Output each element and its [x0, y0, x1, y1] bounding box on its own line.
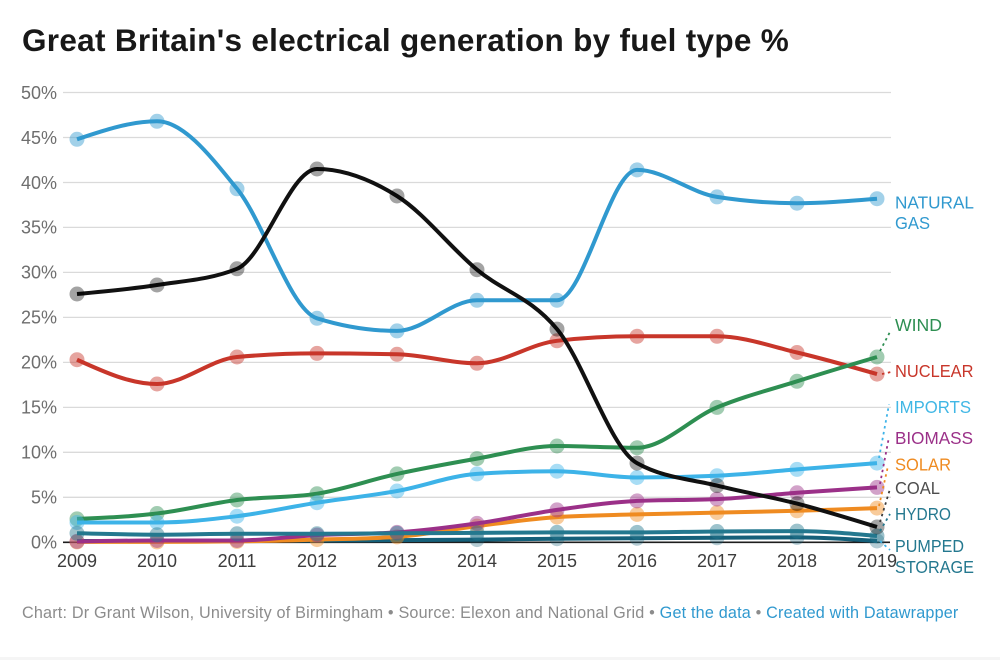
svg-text:2010: 2010	[137, 551, 177, 571]
svg-text:2015: 2015	[537, 551, 577, 571]
svg-text:2012: 2012	[297, 551, 337, 571]
svg-text:30%: 30%	[21, 263, 57, 283]
svg-text:SOLAR: SOLAR	[895, 455, 951, 475]
svg-text:NUCLEAR: NUCLEAR	[895, 361, 974, 381]
svg-text:2017: 2017	[697, 551, 737, 571]
svg-text:2013: 2013	[377, 551, 417, 571]
svg-text:COAL: COAL	[895, 478, 940, 498]
svg-text:40%: 40%	[21, 173, 57, 193]
svg-text:PUMPED: PUMPED	[895, 536, 964, 556]
svg-text:NATURAL: NATURAL	[895, 193, 974, 213]
svg-text:STORAGE: STORAGE	[895, 557, 974, 577]
svg-text:20%: 20%	[21, 353, 57, 373]
svg-text:50%: 50%	[21, 83, 57, 103]
svg-text:2011: 2011	[218, 551, 257, 571]
svg-text:HYDRO: HYDRO	[895, 504, 951, 524]
svg-text:0%: 0%	[31, 533, 57, 553]
svg-text:2019: 2019	[857, 551, 897, 571]
svg-text:2018: 2018	[777, 551, 817, 571]
svg-text:35%: 35%	[21, 218, 57, 238]
svg-text:10%: 10%	[21, 443, 57, 463]
svg-text:2014: 2014	[457, 551, 497, 571]
svg-text:2009: 2009	[57, 551, 97, 571]
svg-text:BIOMASS: BIOMASS	[895, 428, 973, 448]
svg-text:IMPORTS: IMPORTS	[895, 397, 971, 417]
svg-text:2016: 2016	[617, 551, 657, 571]
svg-text:45%: 45%	[21, 128, 57, 148]
svg-text:15%: 15%	[21, 398, 57, 418]
svg-text:GAS: GAS	[895, 213, 930, 233]
svg-text:WIND: WIND	[895, 315, 942, 335]
svg-text:25%: 25%	[21, 308, 57, 328]
svg-text:5%: 5%	[31, 488, 57, 508]
